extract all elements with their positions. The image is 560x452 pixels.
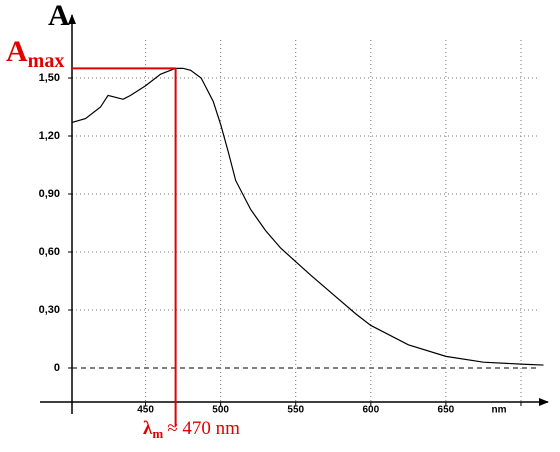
y-tick-label: 0,90 — [39, 188, 60, 200]
lambda-label: λm ≈ 470 nm — [143, 418, 240, 441]
y-tick-label: 0 — [54, 362, 60, 374]
lambda-text: ≈ 470 nm — [167, 418, 240, 439]
lambda-symbol: λ — [143, 418, 153, 439]
y-tick-label: 0,60 — [39, 246, 60, 258]
y-tick-label: 0,30 — [39, 304, 60, 316]
x-tick-label: 450 — [137, 405, 154, 416]
y-tick-label: 1,20 — [39, 130, 60, 142]
spectrum-line — [71, 67, 544, 366]
y-axis-label: A — [48, 0, 70, 32]
x-tick-label: 500 — [212, 405, 229, 416]
x-tick-label: 550 — [287, 405, 304, 416]
amax-subscript: max — [28, 50, 65, 72]
lambda-subscript: m — [152, 426, 163, 441]
amax-label: Amax — [6, 35, 64, 72]
x-tick-label: 600 — [362, 405, 379, 416]
amax-symbol: A — [6, 35, 28, 68]
x-tick-label: nm — [491, 405, 506, 416]
x-tick-label: 650 — [438, 405, 455, 416]
y-tick-label: 1,50 — [39, 72, 60, 84]
